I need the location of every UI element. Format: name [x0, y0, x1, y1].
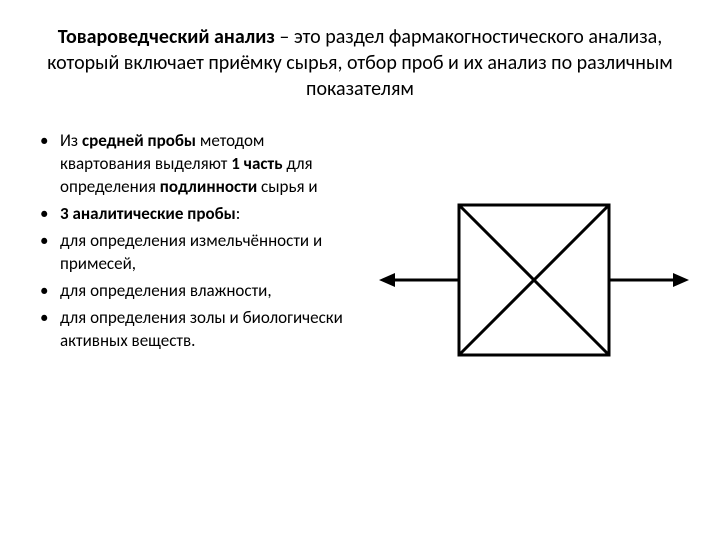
slide-title: Товароведческий анализ – это раздел фарм…: [28, 24, 692, 102]
bullet-column: Из средней пробы методом квартования выд…: [28, 130, 358, 356]
quartation-diagram-icon: [374, 180, 694, 380]
title-bold: Товароведческий анализ: [58, 25, 275, 49]
diagram-column: [374, 130, 694, 380]
list-item: для определения влажности,: [36, 280, 358, 303]
list-item: Из средней пробы методом квартования выд…: [36, 130, 358, 199]
bullet-list: Из средней пробы методом квартования выд…: [28, 130, 358, 352]
list-item: для определения золы и биологически акти…: [36, 307, 358, 353]
list-item: для определения измельчённости и примесе…: [36, 230, 358, 276]
content-row: Из средней пробы методом квартования выд…: [28, 130, 692, 380]
list-item: 3 аналитические пробы:: [36, 203, 358, 226]
